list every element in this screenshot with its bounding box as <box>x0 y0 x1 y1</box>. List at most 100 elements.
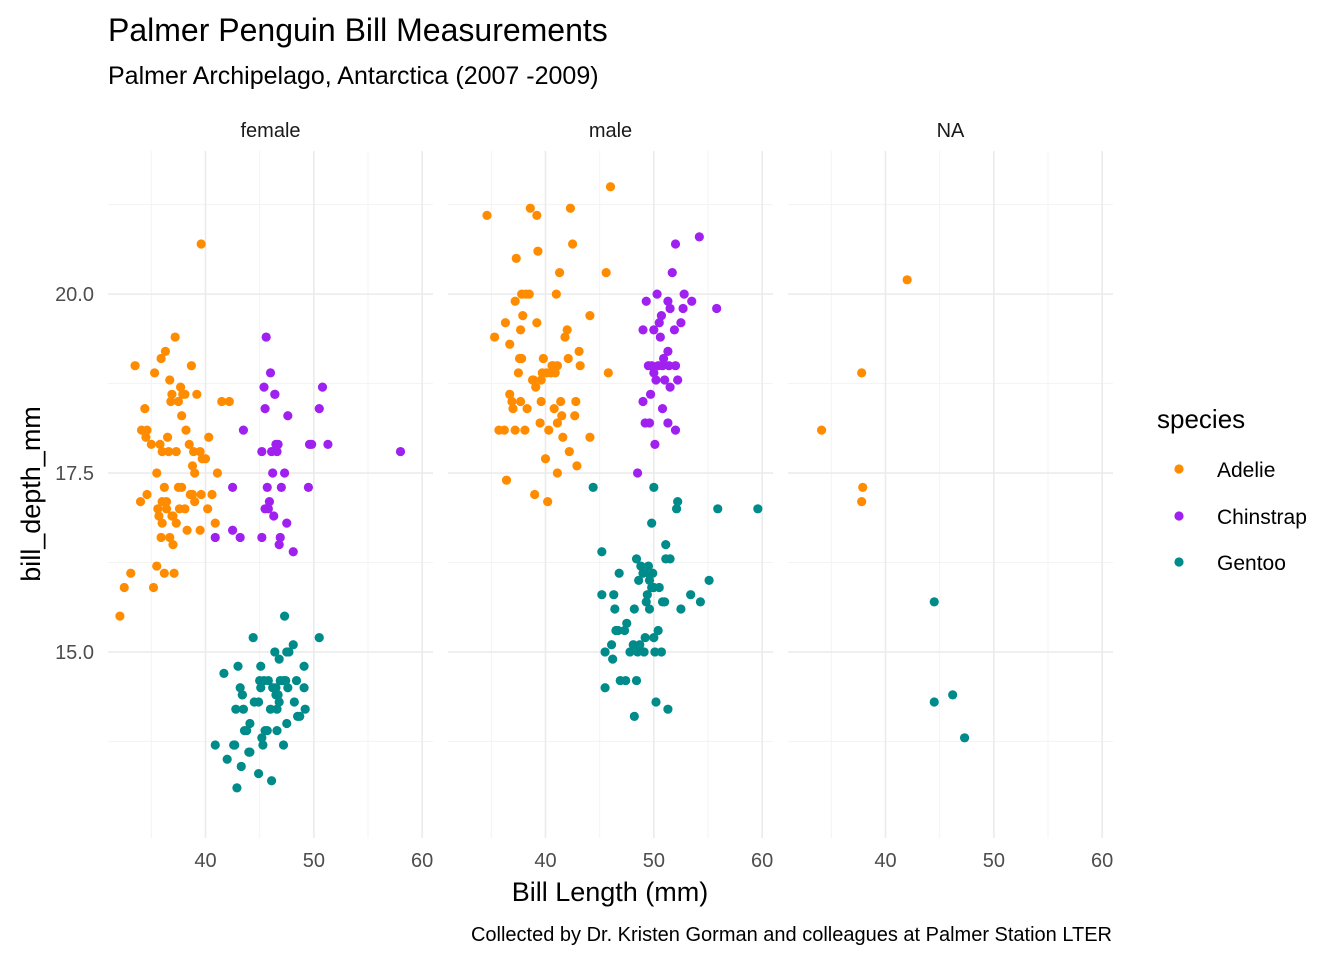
data-point-chinstrap <box>679 289 689 299</box>
data-point-gentoo <box>671 504 682 514</box>
data-point-adelie <box>207 489 217 500</box>
data-point-gentoo <box>600 647 610 657</box>
data-point-chinstrap <box>260 404 270 414</box>
data-point-chinstrap <box>314 404 324 414</box>
data-point-adelie <box>171 446 181 457</box>
data-point-gentoo <box>631 675 642 686</box>
data-point-gentoo <box>272 726 282 736</box>
data-point-adelie <box>505 339 515 349</box>
data-point-chinstrap <box>638 396 648 407</box>
data-point-adelie <box>535 418 545 428</box>
data-point-adelie <box>575 361 585 371</box>
data-point-adelie <box>507 396 517 407</box>
data-point-adelie <box>159 482 169 492</box>
data-point-gentoo <box>262 726 272 736</box>
data-point-adelie <box>551 289 561 299</box>
data-point-chinstrap <box>235 532 245 543</box>
legend-key-adelie <box>1174 464 1184 474</box>
data-point-gentoo <box>625 647 635 657</box>
data-point-adelie <box>564 446 574 457</box>
data-point-adelie <box>161 497 172 507</box>
data-point-adelie <box>136 425 147 435</box>
data-point-adelie <box>164 446 174 457</box>
data-point-chinstrap <box>288 547 298 557</box>
data-point-adelie <box>177 411 187 421</box>
data-point-adelie <box>601 268 611 278</box>
data-point-gentoo <box>272 704 282 714</box>
data-point-gentoo <box>245 718 255 729</box>
data-point-chinstrap <box>650 439 660 450</box>
data-point-gentoo <box>606 640 617 650</box>
legend-label-gentoo: Gentoo <box>1217 552 1286 575</box>
data-point-adelie <box>532 318 542 328</box>
x-axis-title: Bill Length (mm) <box>512 877 709 907</box>
data-point-chinstrap <box>268 468 278 478</box>
legend: species Adelie Chinstrap Gentoo <box>1157 404 1307 575</box>
data-point-adelie <box>482 210 492 221</box>
data-point-chinstrap <box>262 482 272 492</box>
data-point-chinstrap <box>669 325 680 335</box>
data-point-adelie <box>511 253 521 263</box>
data-point-gentoo <box>281 675 291 686</box>
data-point-chinstrap <box>275 532 285 543</box>
data-point-gentoo <box>289 697 299 707</box>
x-tick-label: 60 <box>411 850 433 872</box>
data-point-gentoo <box>257 733 267 743</box>
data-point-adelie <box>505 389 515 399</box>
data-point-chinstrap <box>227 525 238 535</box>
data-point-chinstrap <box>304 439 315 450</box>
data-point-gentoo <box>948 690 958 700</box>
data-point-gentoo <box>256 683 266 693</box>
data-point-adelie <box>195 525 205 535</box>
data-point-gentoo <box>288 640 298 650</box>
data-point-chinstrap <box>673 375 683 385</box>
data-point-chinstrap <box>670 361 681 371</box>
data-point-gentoo <box>661 539 671 550</box>
data-point-adelie <box>165 375 175 385</box>
data-point-adelie <box>531 382 541 392</box>
data-point-gentoo <box>253 768 264 779</box>
data-point-gentoo <box>665 554 675 564</box>
data-point-chinstrap <box>670 239 681 249</box>
data-point-adelie <box>571 396 581 407</box>
data-point-gentoo <box>235 683 245 693</box>
data-point-chinstrap <box>657 404 668 414</box>
data-point-gentoo <box>673 497 683 507</box>
data-point-gentoo <box>641 597 651 607</box>
data-point-gentoo <box>609 590 619 600</box>
x-tick-label: 40 <box>874 850 896 872</box>
data-point-gentoo <box>314 633 324 643</box>
data-point-gentoo <box>639 647 649 657</box>
data-point-adelie <box>562 325 572 335</box>
data-point-adelie <box>160 346 171 356</box>
data-point-adelie <box>224 396 234 407</box>
data-point-chinstrap <box>670 425 681 435</box>
data-point-adelie <box>536 396 546 407</box>
y-axis: 15.0 17.5 20.0 <box>55 284 94 664</box>
data-point-gentoo <box>210 740 220 750</box>
data-point-chinstrap <box>663 418 673 428</box>
data-point-adelie <box>585 432 595 442</box>
data-point-gentoo <box>266 776 277 786</box>
data-point-adelie <box>520 425 530 435</box>
data-point-chinstrap <box>273 439 283 450</box>
data-point-chinstrap <box>663 346 673 356</box>
x-tick-label: 40 <box>194 850 216 872</box>
data-point-adelie <box>570 411 580 421</box>
data-point-gentoo <box>233 661 243 671</box>
data-point-gentoo <box>230 740 240 750</box>
data-point-gentoo <box>258 740 268 750</box>
data-point-adelie <box>902 275 912 285</box>
data-point-adelie <box>556 396 566 407</box>
facet-strip-label: male <box>589 120 632 142</box>
data-point-adelie <box>196 489 206 500</box>
data-point-chinstrap <box>238 425 249 435</box>
data-point-adelie <box>536 375 546 385</box>
data-point-chinstrap <box>263 504 273 514</box>
data-point-chinstrap <box>227 482 238 492</box>
data-point-gentoo <box>278 740 289 750</box>
data-point-chinstrap <box>658 353 669 364</box>
data-point-adelie <box>565 203 576 213</box>
data-point-gentoo <box>686 590 696 600</box>
data-point-adelie <box>522 404 532 414</box>
